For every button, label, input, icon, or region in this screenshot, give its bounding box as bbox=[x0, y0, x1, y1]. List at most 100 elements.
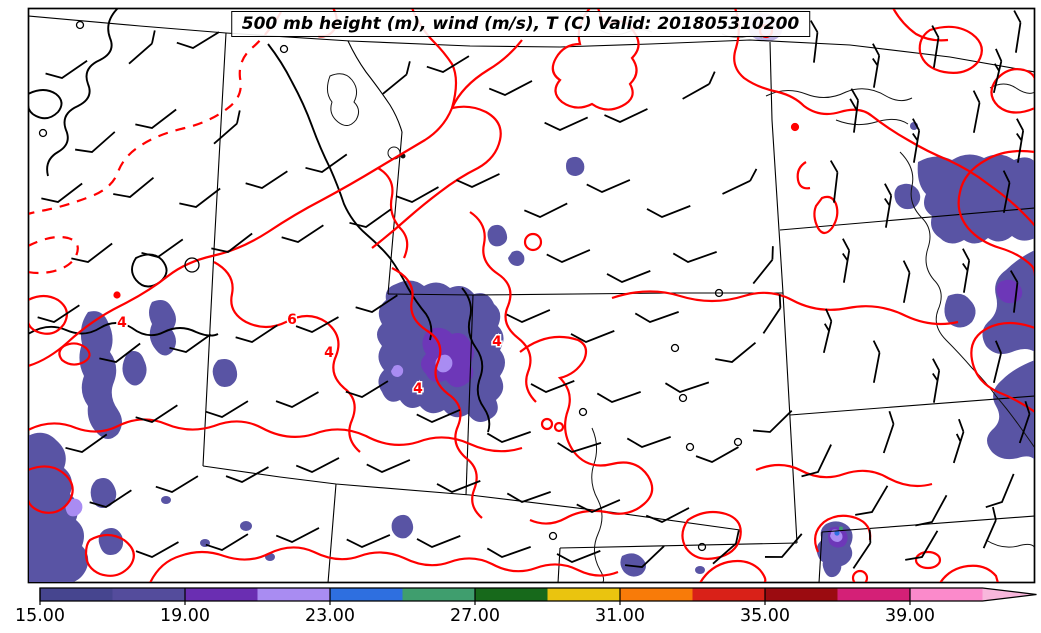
lake-outline bbox=[326, 73, 360, 126]
colorbar-segment bbox=[40, 588, 113, 601]
state-border bbox=[327, 483, 337, 582]
temperature-contour bbox=[796, 161, 811, 190]
colorbar-extend-arrow bbox=[982, 588, 1037, 601]
colorbar-segment bbox=[837, 588, 910, 601]
temperature-shading bbox=[149, 300, 176, 356]
calm-wind-circle bbox=[548, 531, 558, 541]
temperature-shading bbox=[566, 156, 585, 176]
state-border bbox=[818, 531, 823, 582]
colorbar-segment bbox=[547, 588, 620, 601]
temperature-contour bbox=[371, 105, 502, 249]
temperature-shading bbox=[240, 521, 252, 531]
temperature-contour bbox=[611, 290, 959, 326]
state-border bbox=[821, 515, 1034, 533]
rivers-and-lake bbox=[591, 427, 605, 582]
calm-wind-circle bbox=[697, 542, 707, 552]
colorbar-segment bbox=[257, 588, 330, 601]
temperature-contour bbox=[213, 261, 361, 453]
temperature-contour bbox=[469, 211, 537, 403]
temperature-shading bbox=[90, 478, 117, 508]
calm-wind-circle bbox=[685, 442, 695, 452]
colorbar-tick-label: 15.00 bbox=[15, 606, 65, 626]
contour-label: 6 bbox=[287, 312, 297, 328]
temperature-contour bbox=[970, 321, 1034, 413]
calm-wind-circle bbox=[184, 257, 200, 273]
temperature-contour bbox=[29, 465, 74, 514]
contour-label: 4 bbox=[324, 345, 334, 361]
temperature-contour bbox=[553, 421, 565, 433]
rivers-and-lake bbox=[989, 83, 1034, 94]
temperature-contour bbox=[813, 514, 872, 553]
temperature-shading bbox=[79, 311, 122, 439]
temperature-contour bbox=[755, 463, 933, 488]
temperature-contour bbox=[681, 510, 742, 560]
temperature-shading bbox=[391, 514, 414, 539]
temperature-contour bbox=[540, 417, 554, 431]
temperature-contour bbox=[957, 149, 1034, 277]
temperature-contour bbox=[377, 167, 409, 259]
colorbar-tick-label: 23.00 bbox=[305, 606, 355, 626]
temperature-shading-level3 bbox=[65, 354, 843, 542]
temperature-shading bbox=[161, 496, 171, 504]
calm-wind-circle bbox=[75, 20, 85, 30]
temperature-contour bbox=[58, 342, 91, 366]
state-border bbox=[779, 207, 1034, 231]
temperature-shading-maxima bbox=[839, 526, 843, 531]
rivers-and-lakes bbox=[326, 73, 1034, 582]
temperature-contour bbox=[519, 335, 654, 525]
temperature-contour bbox=[733, 9, 1034, 227]
temperature-contour bbox=[523, 232, 543, 252]
temperature-shading-level3 bbox=[391, 365, 404, 377]
map-frame bbox=[27, 7, 1036, 584]
temperature-shading bbox=[29, 122, 1034, 582]
map-canva: 4 6 4 4 4 bbox=[29, 9, 1034, 582]
temperature-contour bbox=[914, 550, 942, 570]
temperature-contour bbox=[790, 122, 800, 132]
colorbar-tick-label: 31.00 bbox=[595, 606, 645, 626]
calm-wind-circle bbox=[714, 288, 724, 298]
rivers-and-lake bbox=[899, 151, 1034, 448]
temperature-contour bbox=[29, 418, 523, 453]
temperature-shading-level3 bbox=[65, 498, 83, 517]
temperature-contours-dashed bbox=[29, 11, 282, 215]
temperature-contour bbox=[939, 564, 999, 582]
height-contour bbox=[267, 43, 433, 341]
state-border bbox=[202, 465, 741, 531]
contour-label: 4 bbox=[413, 381, 423, 397]
state-border bbox=[29, 15, 1034, 73]
temperature-shading bbox=[487, 224, 508, 247]
plot-title: 500 mb height (m), wind (m/s), T (C) Val… bbox=[230, 11, 811, 37]
temperature-shading bbox=[695, 566, 705, 574]
colorbar-segment bbox=[910, 588, 983, 601]
state-border bbox=[347, 40, 403, 133]
colorbar-tick-label: 27.00 bbox=[450, 606, 500, 626]
colorbar-segment bbox=[402, 588, 475, 601]
calm-wind-circle bbox=[733, 437, 743, 447]
temperature-shading bbox=[29, 432, 89, 582]
calm-wind-circle bbox=[678, 393, 688, 403]
state-borders bbox=[29, 15, 1034, 582]
temperature-shading bbox=[894, 183, 921, 210]
colorbar-segment bbox=[112, 588, 185, 601]
colorbar-tick-label: 35.00 bbox=[740, 606, 790, 626]
height-contour bbox=[46, 9, 119, 177]
temperature-contour bbox=[29, 39, 523, 367]
colorbar-segment bbox=[475, 588, 548, 601]
colorbar-tick-label: 19.00 bbox=[160, 606, 210, 626]
calm-wind-circle bbox=[578, 407, 588, 417]
temperature-shading bbox=[917, 154, 1034, 244]
state-border bbox=[202, 32, 227, 467]
contour-labels: 4 6 4 4 4 bbox=[116, 311, 504, 399]
state-border bbox=[387, 292, 783, 296]
height-contour bbox=[29, 89, 63, 120]
temperature-contour bbox=[851, 569, 869, 582]
temperature-shading bbox=[212, 359, 238, 387]
height-contour bbox=[461, 287, 491, 433]
colorbar-segment bbox=[185, 588, 258, 601]
rivers-and-lake bbox=[985, 539, 1034, 548]
state-border bbox=[789, 395, 1034, 416]
temperature-contour bbox=[391, 267, 483, 519]
temperature-shading-maxima bbox=[834, 530, 840, 536]
colorbar-segment bbox=[620, 588, 693, 601]
